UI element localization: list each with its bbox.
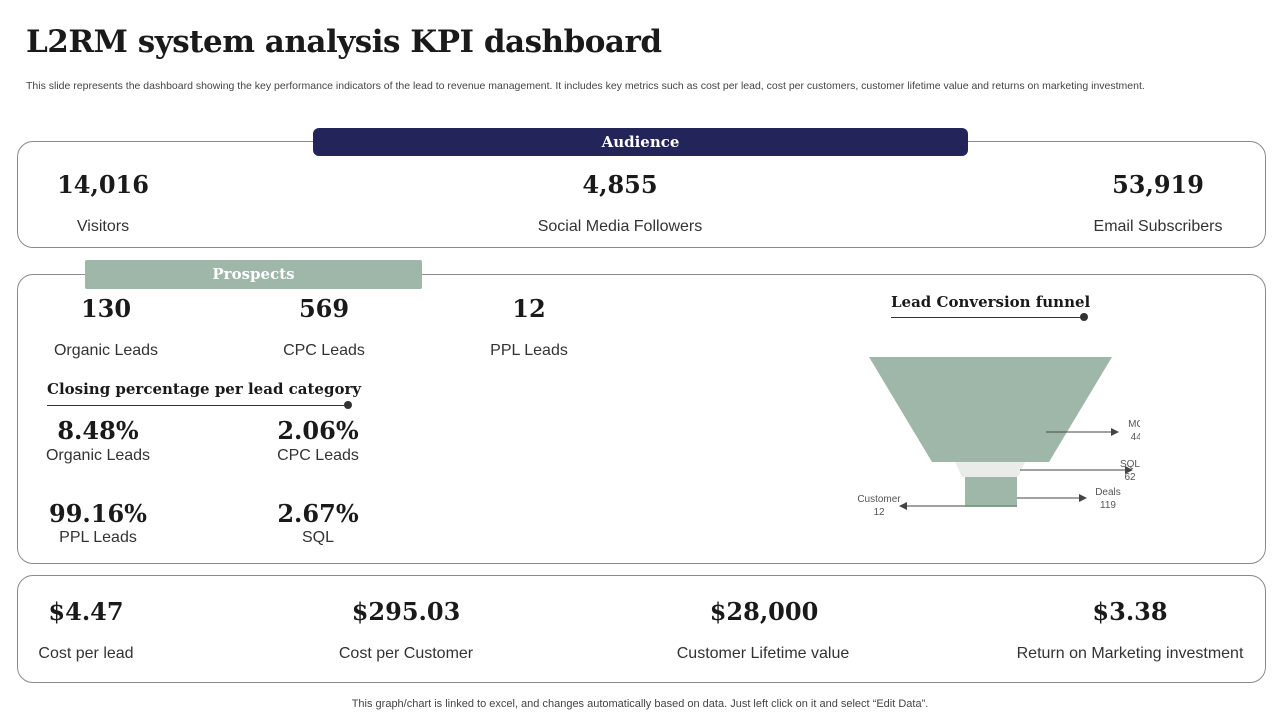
customer-lifetime-value: $28,000 bbox=[709, 597, 819, 626]
sql-name: SQL bbox=[1120, 459, 1140, 470]
funnel-heading-underline bbox=[891, 317, 1084, 318]
visitors-value: 14,016 bbox=[57, 170, 149, 199]
closing-ppl-value: 99.16% bbox=[49, 499, 147, 528]
closing-organic-value: 8.48% bbox=[57, 416, 139, 445]
cost-per-lead-label: Cost per lead bbox=[38, 645, 134, 662]
cpc-leads-label: CPC Leads bbox=[283, 342, 365, 359]
funnel-stage-deals bbox=[965, 477, 1017, 505]
cost-per-lead-value: $4.47 bbox=[48, 597, 124, 626]
customer-lifetime-label: Customer Lifetime value bbox=[676, 645, 850, 662]
closing-cpc-label: CPC Leads bbox=[277, 447, 359, 464]
closing-sql-value: 2.67% bbox=[277, 499, 359, 528]
closing-sql-label: SQL bbox=[301, 529, 334, 546]
visitors-label: Visitors bbox=[76, 218, 130, 235]
cost-per-customer-value: $295.03 bbox=[351, 597, 461, 626]
deals-name: Deals bbox=[1095, 487, 1121, 498]
ppl-leads-label: PPL Leads bbox=[490, 342, 568, 359]
lead-conversion-funnel: MQL 444 SQL 62 Deals 119 Customer 12 bbox=[857, 357, 1140, 518]
deals-value: 119 bbox=[1100, 500, 1116, 511]
romi-value: $3.38 bbox=[1092, 597, 1168, 626]
audience-panel bbox=[17, 141, 1266, 248]
costs-panel bbox=[17, 575, 1266, 683]
funnel-stage-mql bbox=[869, 357, 1112, 462]
sql-value: 62 bbox=[1124, 472, 1136, 483]
cost-per-customer-label: Cost per Customer bbox=[338, 645, 474, 662]
email-subscribers-label: Email Subscribers bbox=[1093, 218, 1223, 235]
romi-label: Return on Marketing investment bbox=[1016, 645, 1244, 662]
closing-heading-dot bbox=[344, 401, 352, 409]
prospects-banner: Prospects bbox=[85, 260, 422, 289]
page-subtitle: This slide represents the dashboard show… bbox=[26, 80, 1145, 92]
closing-percentage-heading: Closing percentage per lead category bbox=[47, 380, 362, 398]
cpc-leads-value: 569 bbox=[298, 294, 350, 323]
customer-name: Customer bbox=[857, 494, 901, 505]
footer-note: This graph/chart is linked to excel, and… bbox=[351, 698, 929, 710]
closing-ppl-label: PPL Leads bbox=[59, 529, 137, 546]
mql-name: MQL bbox=[1128, 419, 1140, 430]
page-title: L2RM system analysis KPI dashboard bbox=[26, 24, 662, 60]
organic-leads-label: Organic Leads bbox=[53, 342, 159, 359]
social-followers-label: Social Media Followers bbox=[537, 218, 703, 235]
funnel-heading-dot bbox=[1080, 313, 1088, 321]
funnel-heading: Lead Conversion funnel bbox=[891, 293, 1091, 311]
email-subscribers-value: 53,919 bbox=[1112, 170, 1204, 199]
audience-banner: Audience bbox=[313, 128, 968, 156]
closing-cpc-value: 2.06% bbox=[277, 416, 359, 445]
customer-value: 12 bbox=[873, 507, 885, 518]
closing-organic-label: Organic Leads bbox=[45, 447, 151, 464]
funnel-stage-sql bbox=[955, 462, 1025, 477]
mql-value: 444 bbox=[1131, 432, 1140, 443]
social-followers-value: 4,855 bbox=[582, 170, 658, 199]
closing-heading-underline bbox=[47, 405, 349, 406]
organic-leads-value: 130 bbox=[80, 294, 132, 323]
ppl-leads-value: 12 bbox=[512, 294, 546, 323]
